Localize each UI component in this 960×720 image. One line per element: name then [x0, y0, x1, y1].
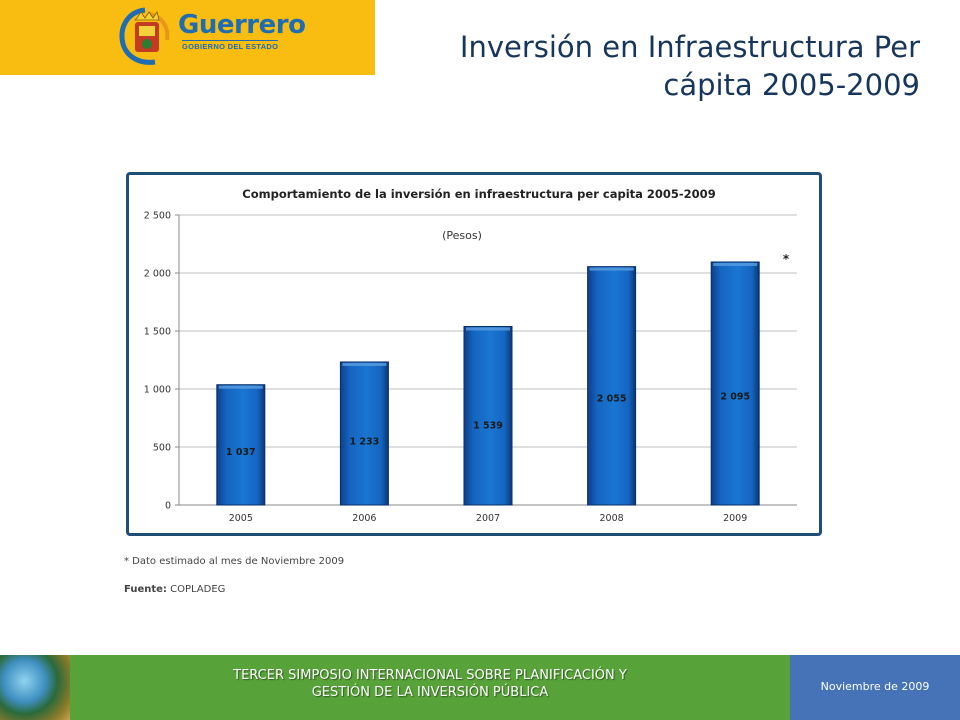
slide-title-line1: Inversión en Infraestructura Per — [459, 30, 920, 64]
globe-icon — [0, 655, 70, 720]
bar-highlight — [342, 362, 387, 366]
x-tick-label: 2005 — [229, 513, 253, 524]
chart-title: Comportamiento de la inversión en infrae… — [242, 187, 715, 201]
y-tick-label: 0 — [165, 501, 171, 512]
source-label: Fuente: — [124, 584, 167, 595]
footer-title-line1: TERCER SIMPOSIO INTERNACIONAL SOBRE PLAN… — [233, 668, 627, 683]
y-tick-label: 500 — [153, 443, 171, 454]
footnote: * Dato estimado al mes de Noviembre 2009 — [124, 556, 345, 567]
chart-annotation-asterisk: * — [783, 252, 790, 266]
chart-frame: Comportamiento de la inversión en infrae… — [126, 172, 822, 536]
data-label-2006: 1 233 — [350, 437, 380, 448]
chart-unit-label: (Pesos) — [442, 229, 482, 242]
slide-title-line2: cápita 2005-2009 — [663, 68, 920, 102]
data-label-2005: 1 037 — [226, 447, 256, 458]
y-tick-label: 1 000 — [144, 385, 171, 396]
y-tick-label: 2 000 — [144, 269, 171, 280]
source-note: Fuente: COPLADEG — [124, 584, 225, 595]
footer-banner: TERCER SIMPOSIO INTERNACIONAL SOBRE PLAN… — [70, 655, 790, 720]
data-label-2008: 2 055 — [597, 394, 627, 405]
bar-2007 — [463, 325, 513, 506]
bar-2006 — [339, 361, 389, 506]
footer-date: Noviembre de 2009 — [820, 680, 930, 693]
footer-title: TERCER SIMPOSIO INTERNACIONAL SOBRE PLAN… — [70, 667, 790, 701]
footer: TERCER SIMPOSIO INTERNACIONAL SOBRE PLAN… — [0, 655, 960, 720]
bar-chart: Comportamiento de la inversión en infrae… — [144, 187, 797, 524]
bar-2009 — [710, 261, 760, 506]
bar-highlight — [466, 327, 510, 331]
logo-panel: Guerrero GOBIERNO DEL ESTADO — [0, 0, 375, 75]
bar-highlight — [218, 385, 263, 389]
data-label-2009: 2 095 — [720, 392, 750, 403]
x-tick-label: 2006 — [352, 513, 376, 524]
y-tick-label: 1 500 — [144, 327, 171, 338]
x-tick-label: 2009 — [723, 513, 747, 524]
footer-title-line2: GESTIÓN DE LA INVERSIÓN PÚBLICA — [311, 685, 549, 700]
y-tick-label: 2 500 — [144, 211, 171, 222]
bar-highlight — [713, 262, 758, 266]
source-value: COPLADEG — [170, 584, 226, 595]
bar-highlight — [589, 267, 634, 271]
data-label-2007: 1 539 — [473, 421, 503, 432]
bar-2008 — [587, 266, 637, 506]
logo-text: Guerrero — [178, 10, 306, 40]
bar-2005 — [216, 384, 266, 506]
footer-date-panel: Noviembre de 2009 — [790, 655, 960, 720]
x-tick-label: 2008 — [600, 513, 624, 524]
slide-title: Inversión en Infraestructura Per cápita … — [400, 28, 920, 104]
logo-subtext: GOBIERNO DEL ESTADO — [182, 40, 279, 51]
state-emblem-icon — [119, 7, 170, 65]
x-tick-label: 2007 — [476, 513, 500, 524]
